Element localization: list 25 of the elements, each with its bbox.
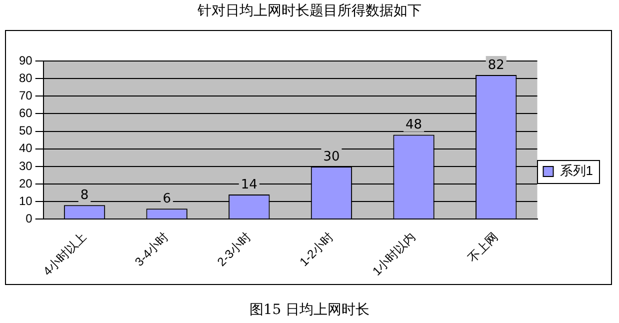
y-tick-label: 10: [18, 194, 33, 208]
y-tick-label: 70: [18, 88, 33, 102]
y-tick-label: 80: [18, 70, 33, 85]
x-tick-label: 1-2小时: [296, 230, 336, 269]
x-tick-label: 2-3小时: [214, 230, 254, 269]
caption: 图15 日均上网时长: [248, 301, 371, 319]
x-tick-label: 3-4小时: [132, 230, 172, 269]
data-label: 8: [80, 188, 89, 203]
y-tick-label: 20: [18, 176, 33, 190]
data-label: 6: [162, 191, 171, 206]
x-tick-label: 4小时以上: [40, 230, 89, 278]
x-tick-label: 1小时以内: [370, 230, 418, 278]
y-tick-label: 50: [18, 124, 33, 138]
y-tick-label: 40: [18, 141, 33, 156]
legend-label: 系列1: [560, 163, 594, 178]
y-tick-label: 30: [18, 158, 33, 173]
x-tick-label: 不上网: [465, 230, 501, 266]
data-label: 48: [406, 118, 422, 133]
y-tick-label: 90: [18, 53, 33, 68]
data-label: 14: [240, 177, 258, 192]
data-label: 82: [488, 58, 504, 73]
y-tick-label: 60: [18, 106, 33, 120]
y-tick-label: 0: [26, 211, 33, 226]
chart-title: 针对日均上网时长题目所得数据如下: [196, 2, 422, 20]
data-label: 30: [323, 149, 340, 164]
